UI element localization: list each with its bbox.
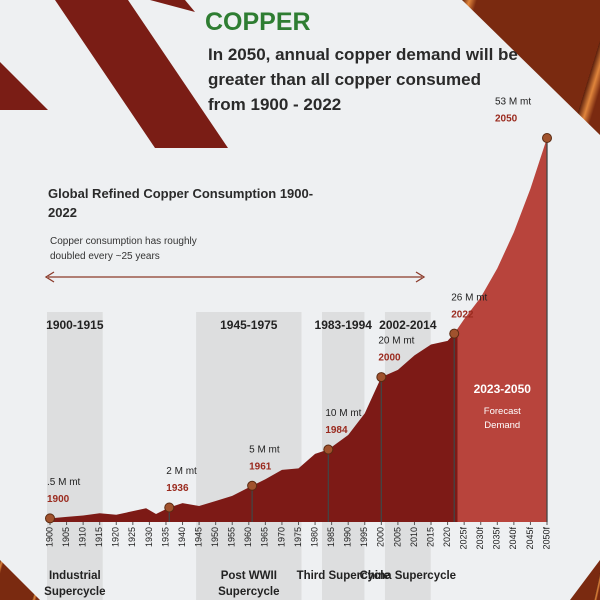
annotation-year: 2000 <box>378 353 401 364</box>
x-tick-label: 1955 <box>227 527 237 547</box>
annotation-year: 1900 <box>47 494 70 505</box>
annotation-dot <box>376 372 387 383</box>
decor-wire <box>0 560 40 600</box>
decor-wire <box>570 560 600 600</box>
annotation-dot <box>247 480 258 491</box>
supercycle-band <box>196 312 302 600</box>
x-tick-label: 1945 <box>193 527 203 547</box>
band-name: Industrial Supercycle <box>44 570 106 598</box>
band-label: 2002-2014 <box>379 318 437 332</box>
x-tick-label: 1980 <box>309 527 319 547</box>
x-tick-label: 1960 <box>243 527 253 547</box>
x-tick-label: 1950 <box>210 527 220 547</box>
x-tick-label: 2035f <box>492 527 502 550</box>
chart-title: Global Refined Copper Consumption 1900-2… <box>48 186 314 220</box>
x-tick-label: 1905 <box>61 527 71 547</box>
x-tick-label: 1975 <box>293 527 303 547</box>
page-title: COPPER <box>205 8 311 36</box>
forecast-text: Forecast Demand <box>483 406 521 431</box>
x-tick-label: 2050f <box>541 527 551 550</box>
decor-stripe <box>0 62 48 110</box>
x-tick-label: 2005 <box>392 527 402 547</box>
annotation-dot <box>323 444 334 455</box>
x-tick-label: 2010 <box>409 527 419 547</box>
band-label: 1983-1994 <box>315 318 373 332</box>
annotation-dot <box>164 502 175 513</box>
decor-wire <box>462 0 600 135</box>
x-tick-label: 1910 <box>78 527 88 547</box>
annotation-value: 10 M mt <box>325 408 361 419</box>
forecast-label: 2023-2050 <box>474 382 532 396</box>
annotation-dot <box>449 328 460 339</box>
annotation-dot <box>45 513 55 524</box>
supercycle-band <box>47 312 103 600</box>
x-tick-label: 1985 <box>326 527 336 547</box>
x-tick-label: 2015 <box>425 527 435 547</box>
annotation-year: 1961 <box>249 461 272 472</box>
annotation-dot <box>542 133 552 143</box>
band-name: Post WWII Supercycle <box>218 570 280 598</box>
annotation-value: 5 M mt <box>249 444 280 455</box>
x-tick-label: 2025f <box>459 527 469 550</box>
x-tick-label: 1965 <box>260 527 270 547</box>
x-tick-label: 1915 <box>94 527 104 547</box>
x-tick-label: 1925 <box>127 527 137 547</box>
x-tick-label: 1995 <box>359 527 369 547</box>
annotation-year: 1936 <box>166 483 189 494</box>
annotation-value: 2 M mt <box>166 466 197 477</box>
annotation-year: 1984 <box>325 425 348 436</box>
x-tick-label: 1920 <box>111 527 121 547</box>
band-label: 1900-1915 <box>46 318 104 332</box>
band-name: Third Supercycle <box>296 570 390 582</box>
arrow-head <box>44 271 55 283</box>
x-tick-label: 2000 <box>376 527 386 547</box>
chart-note: Copper consumption has roughly doubled e… <box>50 236 197 262</box>
decor-stripe <box>150 0 195 12</box>
annotation-value: 53 M mt <box>495 97 531 108</box>
annotation-year: 2050 <box>495 114 518 125</box>
annotation-value: 20 M mt <box>378 336 414 347</box>
x-tick-label: 2020 <box>442 527 452 547</box>
x-tick-label: 1970 <box>276 527 286 547</box>
annotation-value: 26 M mt <box>451 292 487 303</box>
x-tick-label: 1900 <box>44 527 54 547</box>
annotation-year: 2022 <box>451 309 474 320</box>
band-label: 1945-1975 <box>220 318 278 332</box>
band-name: China Supercycle <box>359 570 457 582</box>
decor-stripe <box>55 0 228 148</box>
x-tick-label: 2040f <box>508 527 518 550</box>
x-tick-label: 1935 <box>160 527 170 547</box>
x-tick-label: 1990 <box>343 527 353 547</box>
x-tick-label: 2045f <box>525 527 535 550</box>
subtitle: In 2050, annual copper demand will be gr… <box>208 45 518 114</box>
arrow-head <box>415 271 426 283</box>
consumption-area <box>50 138 547 522</box>
x-tick-label: 2030f <box>475 527 485 550</box>
x-tick-label: 1930 <box>144 527 154 547</box>
x-tick-label: 1940 <box>177 527 187 547</box>
annotation-value: .5 M mt <box>47 477 81 488</box>
